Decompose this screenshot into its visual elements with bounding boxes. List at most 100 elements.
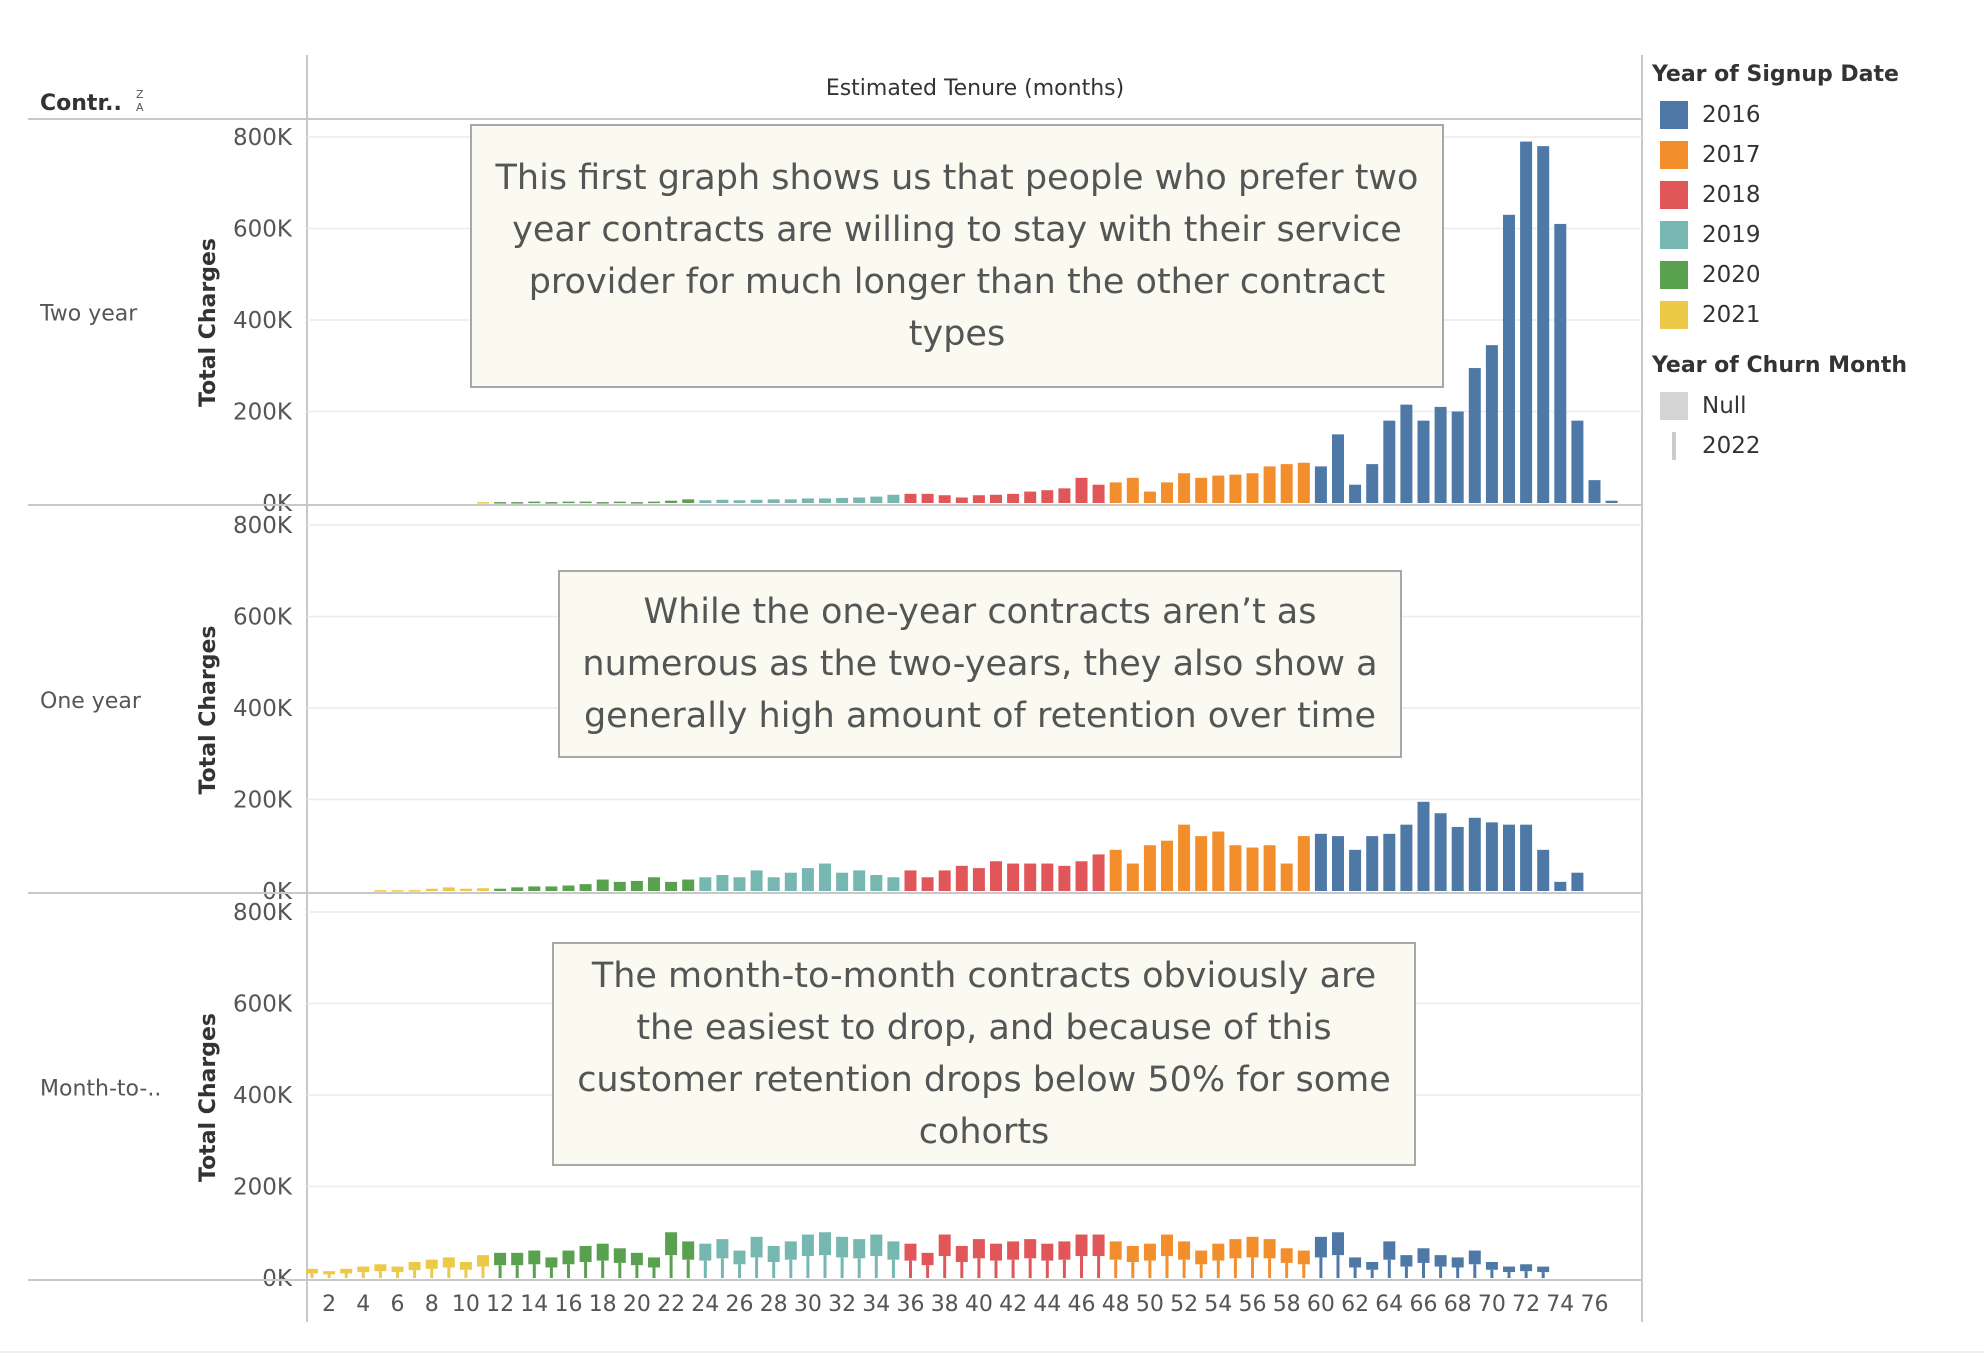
bar [1571,872,1584,891]
churn-tick-mark [891,1259,895,1278]
bar [1058,1241,1071,1260]
bar [904,870,917,891]
bar [459,888,472,891]
bar [1332,836,1344,891]
bar [1075,1234,1088,1257]
row-field-header[interactable]: Contr.. [40,91,122,116]
x-tick-label: 28 [760,1292,788,1317]
churn-tick-mark [926,1265,930,1278]
column-axis-title: Estimated Tenure (months) [826,76,1124,101]
churn-tick-mark [515,1265,519,1278]
churn-tick-mark [1011,1259,1015,1278]
bar [665,1232,678,1256]
bar [819,498,831,503]
bar [1400,404,1413,503]
bar [1571,420,1584,503]
x-tick-label: 60 [1307,1292,1335,1317]
bar [1161,1234,1173,1257]
y-axis-title: Total Charges [196,1013,221,1182]
bar [545,502,558,504]
color-swatch-icon [1660,221,1688,249]
color-swatch-icon [1660,141,1688,169]
chart-frame [0,55,1984,1353]
y-tick-label: 400K [233,696,293,722]
bar [1520,824,1533,891]
x-tick-label: 26 [726,1292,754,1317]
legend-item-2019[interactable]: 2019 [1648,215,1968,255]
bar [494,888,507,891]
bar [733,877,746,891]
churn-tick-mark [1251,1257,1254,1278]
bar [990,494,1002,503]
x-tick-label: 48 [1102,1292,1130,1317]
bar [938,870,951,891]
bar [1092,1234,1105,1257]
bar [340,1268,353,1274]
bar [1349,849,1362,891]
bar [801,1234,814,1257]
legend-item-2022[interactable]: 2022 [1648,426,1968,466]
churn-tick-mark [1080,1256,1083,1278]
bar [1537,849,1550,891]
bar [836,872,849,891]
legend-item-2020[interactable]: 2020 [1648,255,1968,295]
color-swatch-icon [1660,301,1688,329]
bar [955,1245,968,1262]
y-tick-label: 800K [233,125,293,151]
bar [767,499,780,503]
bar [1468,817,1481,891]
y-axis-title: Total Charges [196,238,221,407]
bar [1263,1239,1276,1259]
legend-item-2018[interactable]: 2018 [1648,175,1968,215]
churn-tick-mark [874,1256,878,1278]
bar [1109,849,1122,891]
x-tick-label: 10 [452,1292,480,1317]
bar [545,1257,558,1268]
bar [1263,845,1276,891]
bar [511,502,524,504]
churn-tick-mark [1541,1272,1545,1278]
legend-item-2021[interactable]: 2021 [1648,295,1968,335]
legend-item-2016[interactable]: 2016 [1648,95,1968,135]
x-tick-label: 34 [862,1292,890,1317]
bar [1246,1236,1259,1258]
sort-icon[interactable]: Z A [136,88,144,114]
bar [494,502,507,504]
bar [665,500,678,503]
bar [477,502,489,504]
legend-label: 2020 [1702,262,1761,288]
churn-tick-mark [1319,1257,1323,1278]
legend-item-2017[interactable]: 2017 [1648,135,1968,175]
x-tick-label: 6 [391,1292,405,1317]
bar [442,1257,455,1268]
bar [1605,500,1618,503]
y-tick-label: 600K [233,605,293,631]
legend-label: Null [1702,393,1747,419]
churn-tick-mark [361,1272,365,1278]
bar [1503,824,1515,891]
bar [1280,863,1293,891]
legend-item-null[interactable]: Null [1648,386,1968,426]
bar [1195,477,1208,503]
churn-tick-mark [1233,1258,1237,1278]
churn-tick-mark [344,1273,348,1278]
annotation-month-to-month: The month-to-month contracts obviously a… [552,942,1416,1166]
churn-tick-mark [806,1256,810,1278]
x-tick-label: 68 [1444,1292,1472,1317]
churn-legend-title: Year of Churn Month [1652,353,1908,378]
bar [630,880,643,891]
churn-tick-mark [464,1269,468,1278]
bar [1588,480,1601,503]
x-tick-label: 54 [1204,1292,1232,1317]
svg-text:A: A [136,101,144,114]
bar [1058,488,1071,503]
bar [784,872,797,891]
x-tick-label: 44 [1033,1292,1061,1317]
bar [716,874,729,891]
x-tick-label: 62 [1341,1292,1369,1317]
churn-tick-mark [1148,1260,1152,1278]
churn-tick-mark [1062,1259,1066,1278]
x-tick-label: 8 [425,1292,439,1317]
churn-tick-mark [1456,1267,1460,1278]
